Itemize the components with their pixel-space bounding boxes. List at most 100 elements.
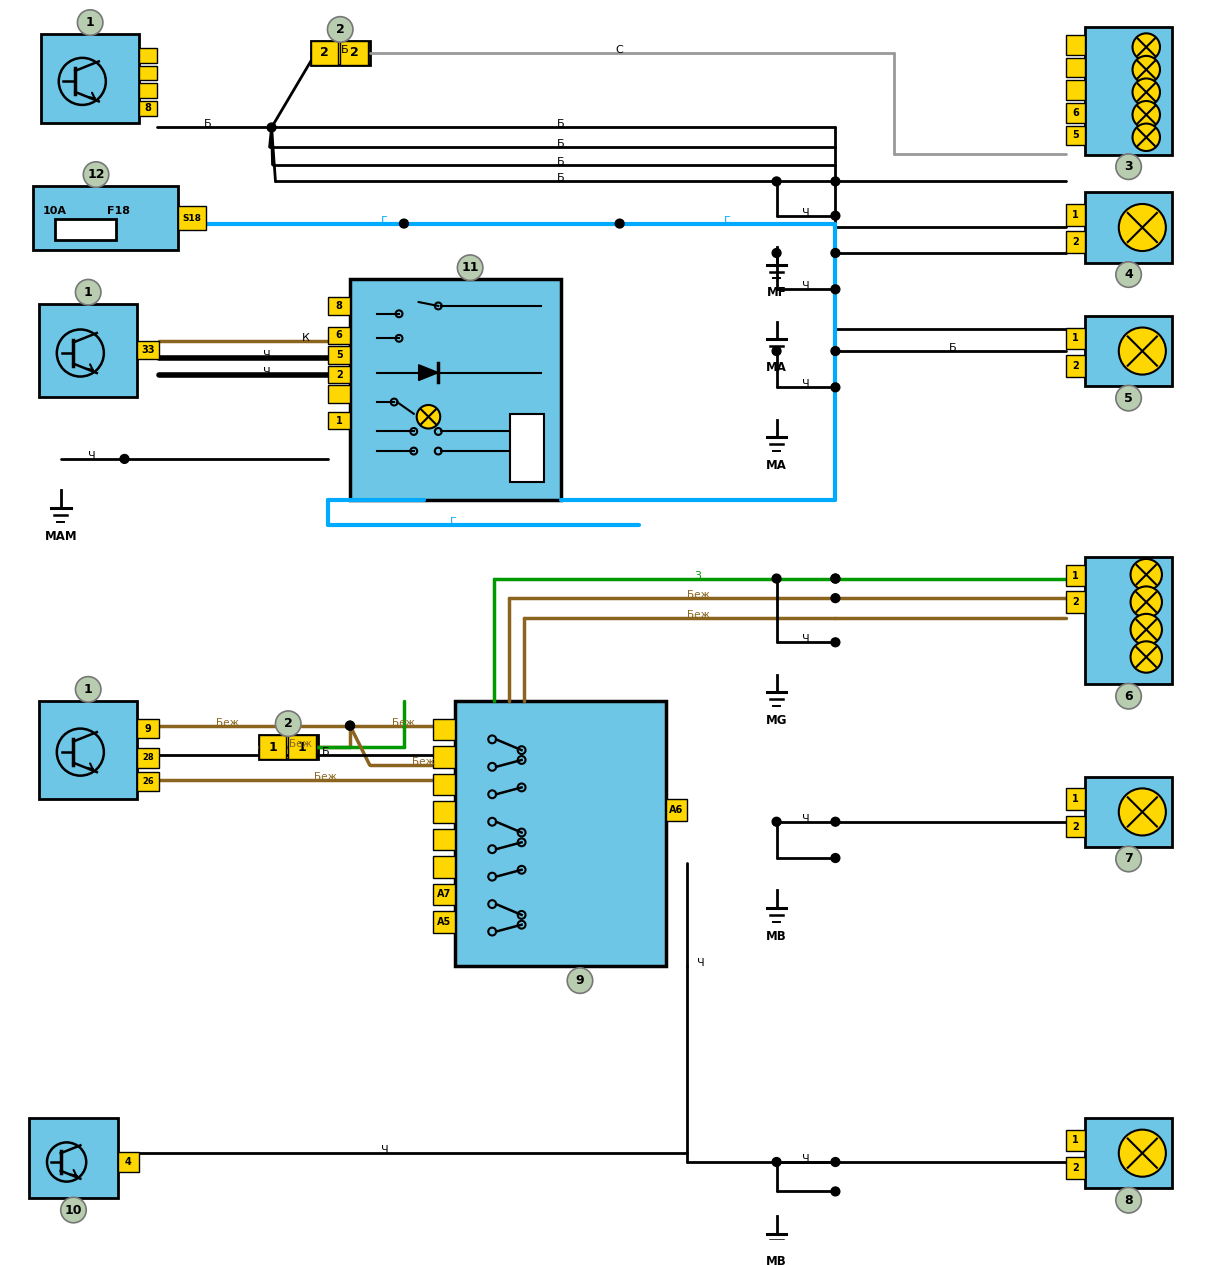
Circle shape: [457, 256, 482, 281]
Circle shape: [417, 405, 440, 429]
Text: МА: МА: [766, 459, 788, 472]
Circle shape: [1119, 1130, 1166, 1176]
Bar: [328, 412, 350, 430]
Bar: [350, 280, 561, 500]
Circle shape: [1119, 788, 1166, 835]
Text: Б: Б: [204, 119, 211, 129]
Circle shape: [1130, 587, 1161, 617]
Circle shape: [1132, 78, 1160, 106]
Bar: [510, 414, 544, 482]
Text: 2: 2: [350, 47, 358, 59]
Bar: [1085, 557, 1172, 684]
Circle shape: [831, 211, 839, 220]
Circle shape: [831, 593, 839, 602]
Circle shape: [831, 574, 839, 583]
Text: С: С: [616, 46, 624, 54]
Circle shape: [77, 10, 103, 35]
Bar: [328, 366, 350, 383]
Bar: [328, 386, 350, 404]
Circle shape: [772, 1157, 781, 1166]
Bar: [41, 34, 139, 123]
Text: Ч: Ч: [802, 380, 809, 390]
Text: Ч: Ч: [697, 958, 704, 968]
Bar: [433, 746, 455, 768]
Circle shape: [831, 854, 839, 863]
Circle shape: [831, 1187, 839, 1195]
Circle shape: [76, 677, 101, 702]
Bar: [1085, 777, 1172, 848]
Bar: [1085, 28, 1172, 154]
Bar: [1066, 58, 1085, 77]
Circle shape: [1116, 386, 1141, 411]
Bar: [1066, 564, 1085, 587]
Text: Б: Б: [557, 139, 564, 149]
Bar: [433, 719, 455, 740]
Text: 8: 8: [145, 104, 152, 114]
Bar: [328, 347, 350, 364]
Bar: [1066, 35, 1085, 54]
Bar: [433, 856, 455, 878]
Circle shape: [831, 383, 839, 392]
Text: 1: 1: [83, 286, 93, 299]
Text: Г: Г: [450, 516, 456, 526]
Text: 2: 2: [1072, 822, 1079, 831]
Text: 10: 10: [65, 1203, 82, 1217]
Text: F18: F18: [107, 206, 130, 216]
Circle shape: [1116, 262, 1141, 287]
Text: МАМ: МАМ: [45, 530, 77, 543]
Circle shape: [328, 16, 353, 42]
Text: 5: 5: [335, 350, 343, 361]
Circle shape: [772, 177, 781, 186]
Text: 1: 1: [1072, 210, 1079, 220]
Text: 1: 1: [86, 16, 94, 29]
Text: Ч: Ч: [88, 450, 96, 460]
Bar: [1066, 328, 1085, 349]
Text: 1: 1: [1072, 333, 1079, 343]
Circle shape: [268, 123, 276, 132]
Bar: [433, 774, 455, 796]
Bar: [1066, 591, 1085, 612]
Text: 28: 28: [142, 754, 154, 763]
Text: 6: 6: [1124, 689, 1132, 703]
Bar: [1066, 231, 1085, 253]
Text: 2: 2: [1072, 1163, 1079, 1173]
Text: Беж: Беж: [686, 591, 709, 600]
Circle shape: [399, 219, 409, 228]
Text: Б: Б: [557, 173, 564, 183]
Bar: [1066, 204, 1085, 225]
Text: МА: МА: [766, 361, 788, 374]
Text: 6: 6: [335, 330, 343, 340]
Text: 8: 8: [1124, 1194, 1132, 1207]
Bar: [54, 219, 116, 240]
Circle shape: [1132, 101, 1160, 129]
Text: Беж: Беж: [392, 717, 415, 727]
Text: Ч: Ч: [802, 281, 809, 291]
Text: 6: 6: [1072, 108, 1079, 118]
Text: Беж: Беж: [686, 610, 709, 620]
Bar: [1066, 81, 1085, 100]
Text: 5: 5: [1072, 130, 1079, 140]
Circle shape: [831, 347, 839, 355]
Text: 7: 7: [1124, 853, 1132, 865]
Text: Б: Б: [557, 119, 564, 129]
Circle shape: [83, 162, 109, 187]
Text: A6: A6: [669, 805, 684, 815]
Bar: [433, 911, 455, 932]
Text: 2: 2: [1072, 238, 1079, 247]
Text: 9: 9: [575, 974, 584, 987]
Text: MF: MF: [767, 286, 786, 300]
Circle shape: [1116, 1188, 1141, 1213]
Circle shape: [831, 574, 839, 583]
Bar: [139, 83, 157, 99]
Text: 33: 33: [141, 345, 154, 355]
Bar: [39, 304, 137, 397]
Bar: [118, 1152, 139, 1171]
Circle shape: [121, 454, 129, 463]
Bar: [34, 186, 178, 250]
Text: 3: 3: [1124, 161, 1132, 173]
Circle shape: [831, 817, 839, 826]
Text: 2: 2: [283, 717, 293, 730]
Text: 5: 5: [1124, 392, 1132, 405]
Bar: [1066, 125, 1085, 145]
Text: Г: Г: [724, 215, 731, 225]
